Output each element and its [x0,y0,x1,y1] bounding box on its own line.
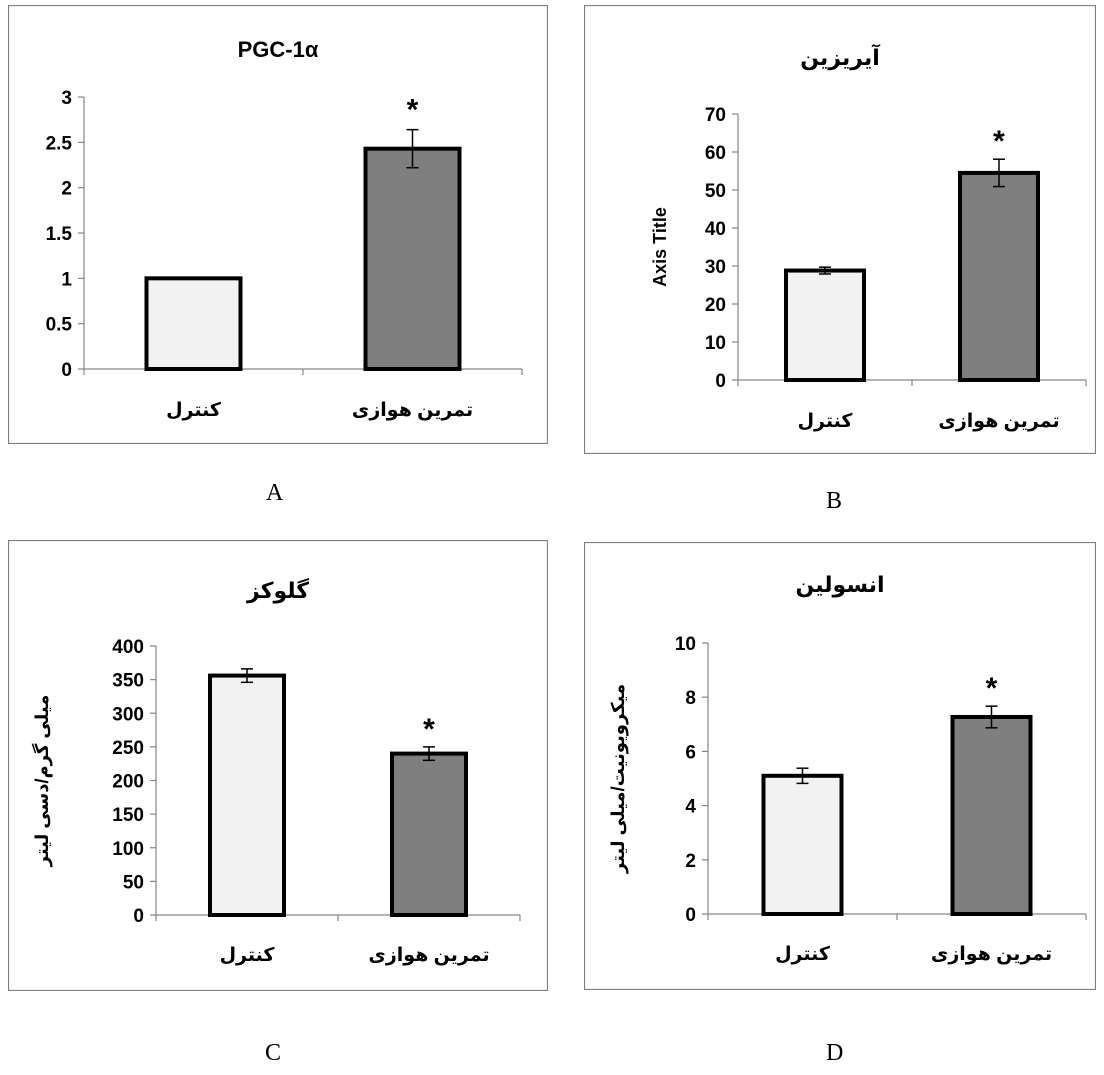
x-category-label: تمرین هوازی [931,944,1052,965]
bar [784,268,866,382]
x-category-label: کنترل [775,944,831,965]
y-axis-title: Axis Title [650,207,670,287]
y-tick-label: 1 [61,269,72,290]
y-tick-label: 2 [61,179,72,200]
panel-label-b: B [826,488,843,514]
x-category-label: تمرین هوازی [352,400,473,421]
y-tick-label: 200 [112,772,144,793]
y-tick-label: 0 [685,905,696,926]
y-tick-label: 2.5 [46,133,73,154]
y-tick-label: 2 [685,851,696,872]
panel-label-d: D [826,1040,844,1066]
panel-label-a: A [266,480,284,506]
y-tick-label: 3 [61,88,72,109]
significance-marker: * [993,125,1005,158]
y-tick-label: 50 [705,181,726,202]
y-tick-label: 4 [685,797,696,818]
y-tick-label: 1.5 [46,224,73,245]
y-tick-label: 400 [112,637,144,658]
bar [390,751,468,917]
x-category-label: تمرین هوازی [938,411,1059,432]
y-tick-label: 60 [705,143,726,164]
y-axis-title: میکرویونیت/میلی لیتر [608,684,629,874]
chart-panel-b: آیریزین 0 10 20 30 40 50 60 70 Axis Title کنترل تمر… [583,4,1097,455]
y-tick-label: 10 [675,634,696,655]
panel-label-c: C [265,1040,282,1066]
y-tick-label: 0 [715,371,726,392]
chart-title: آیریزین [800,43,880,71]
chart-title: گلوکز [246,577,309,604]
y-tick-label: 20 [705,295,726,316]
y-tick-label: 6 [685,742,696,763]
y-tick-label: 150 [112,805,144,826]
y-tick-label: 0.5 [46,315,73,336]
y-tick-label: 0 [133,906,144,927]
y-tick-label: 100 [112,839,144,860]
y-tick-label: 350 [112,671,144,692]
chart-title: PGC-1α [238,37,319,62]
bar [208,673,286,917]
y-tick-label: 10 [705,333,726,354]
x-category-label: تمرین هوازی [368,945,489,966]
chart-panel-d: انسولین 0 2 4 6 8 10 میکرویونیت/میلی لیتر کنترل ت… [583,541,1097,991]
bar [958,170,1040,382]
chart-frame [7,4,549,445]
chart-a-svg: PGC-1α 0 0.5 1 1.5 2 2.5 3 کنترل تمرین هوازی * [7,4,549,445]
x-category-label: کنترل [220,945,276,966]
y-tick-label: 8 [685,688,696,709]
significance-marker: * [423,713,435,746]
chart-panel-c: گلوکز 0 50 100 150 200 250 300 350 400 میلی گرم/دس… [7,539,549,992]
chart-panel-a: PGC-1α 0 0.5 1 1.5 2 2.5 3 کنترل تمرین هوازی * [7,4,549,445]
bar [144,276,243,372]
y-tick-label: 250 [112,738,144,759]
bar [950,714,1033,916]
bar [363,146,462,371]
y-tick-label: 70 [705,105,726,126]
chart-d-svg: انسولین 0 2 4 6 8 10 میکرویونیت/میلی لیتر کنترل ت… [583,541,1097,991]
y-tick-label: 300 [112,704,144,725]
chart-title: انسولین [795,572,884,598]
significance-marker: * [407,94,419,127]
y-tick-label: 50 [123,872,144,893]
bar [761,773,844,916]
y-axis-title: میلی گرم/دسی لیتر [31,695,53,868]
y-tick-label: 0 [61,360,72,381]
chart-b-svg: آیریزین 0 10 20 30 40 50 60 70 Axis Title کنترل تمر… [583,4,1097,455]
y-tick-label: 40 [705,219,726,240]
chart-c-svg: گلوکز 0 50 100 150 200 250 300 350 400 میلی گرم/دس… [7,539,549,992]
x-category-label: کنترل [798,411,854,432]
significance-marker: * [986,672,998,705]
y-tick-label: 30 [705,257,726,278]
x-category-label: کنترل [166,400,222,421]
